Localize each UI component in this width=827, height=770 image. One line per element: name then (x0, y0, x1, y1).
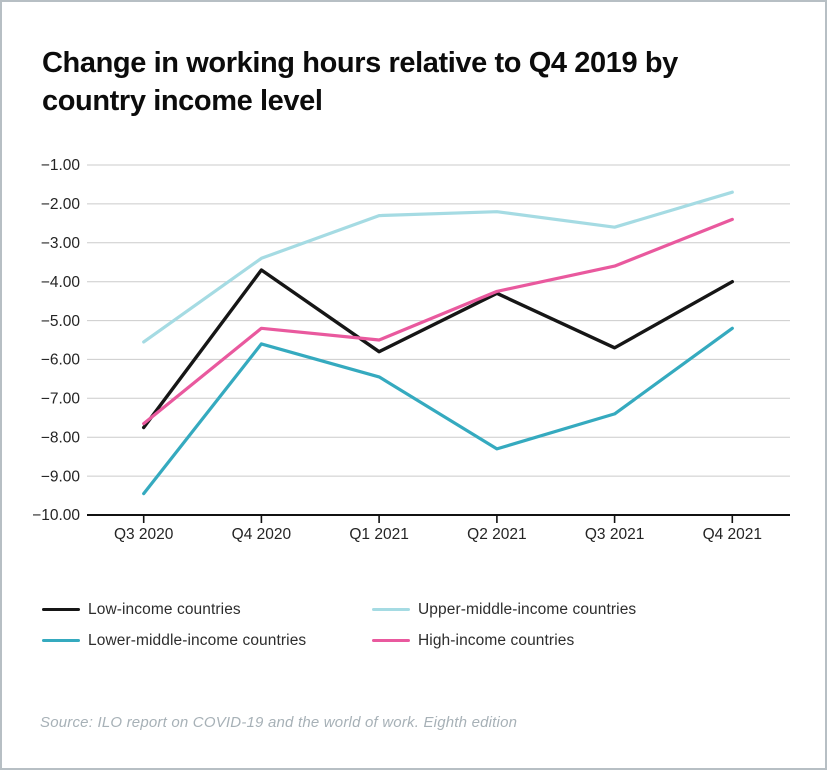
legend-label: High-income countries (418, 631, 575, 649)
legend-label: Upper-middle-income countries (418, 600, 637, 618)
svg-text:−10.00: −10.00 (32, 507, 80, 524)
svg-text:−5.00: −5.00 (41, 313, 81, 330)
legend-line-swatch (372, 608, 410, 611)
legend-line-swatch (372, 639, 410, 642)
line-chart-plot: −1.00 −2.00 −3.00 −4.00 −5.00 −6.00 −7.00 −8.00… (32, 157, 790, 543)
chart-title: Change in working hours relative to Q4 2… (42, 47, 678, 117)
legend-item: Lower-middle-income countries (42, 632, 372, 650)
chart-legend: Low-income countries Lower-middle-income … (42, 594, 636, 656)
legend-label: Low-income countries (88, 600, 241, 618)
svg-text:Q3 2021: Q3 2021 (585, 526, 644, 543)
svg-text:Q3 2020: Q3 2020 (114, 526, 174, 543)
svg-text:−7.00: −7.00 (41, 391, 81, 408)
svg-text:−3.00: −3.00 (41, 235, 81, 252)
legend-line-swatch (42, 608, 80, 611)
svg-text:Q4 2021: Q4 2021 (703, 526, 762, 543)
svg-text:Q2 2021: Q2 2021 (467, 526, 526, 543)
legend-label: Lower-middle-income countries (88, 631, 307, 649)
svg-text:−6.00: −6.00 (41, 352, 81, 369)
legend-line-swatch (42, 639, 80, 642)
series-line (142, 190, 734, 344)
legend-item: Upper-middle-income countries (372, 601, 636, 619)
svg-text:−2.00: −2.00 (41, 196, 81, 213)
series-line (141, 268, 734, 430)
svg-text:−1.00: −1.00 (41, 157, 81, 174)
svg-text:Q1 2021: Q1 2021 (349, 526, 408, 543)
source-note: Source: ILO report on COVID-19 and the w… (40, 714, 518, 731)
series-line (142, 326, 734, 496)
legend-item: Low-income countries (42, 601, 372, 619)
series-line (142, 217, 734, 426)
svg-text:−9.00: −9.00 (41, 468, 81, 485)
svg-text:−8.00: −8.00 (41, 429, 81, 446)
svg-text:−4.00: −4.00 (41, 274, 81, 291)
svg-text:Q4 2020: Q4 2020 (232, 526, 292, 543)
legend-item: High-income countries (372, 632, 636, 650)
